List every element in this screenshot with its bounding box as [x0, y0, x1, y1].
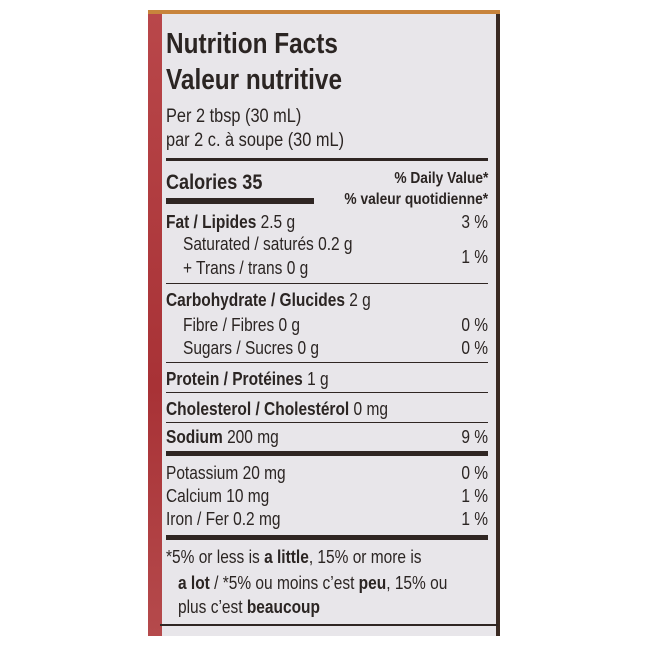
- nutrient-row-iron: Iron / Fer 0.2 mg: [166, 509, 281, 529]
- calories-bar: [166, 198, 314, 204]
- dv-saturated-trans: 1 %: [461, 247, 488, 267]
- divider-thick: [166, 451, 488, 456]
- footnote-line-3: plus c’est beaucoup: [178, 597, 320, 617]
- nutrient-row-sodium: Sodium 200 mg: [166, 427, 279, 447]
- divider: [166, 392, 488, 393]
- nutrient-row-fibre: Fibre / Fibres 0 g: [183, 315, 301, 335]
- nutrient-row-potassium: Potassium 20 mg: [166, 463, 286, 483]
- dv-calcium: 1 %: [461, 486, 488, 506]
- bottom-border: [160, 624, 498, 626]
- dv-fibre: 0 %: [461, 315, 488, 335]
- serving-size-en: Per 2 tbsp (30 mL): [166, 106, 302, 127]
- dv-fat: 3 %: [461, 212, 488, 232]
- nutrient-row-carbohydrate: Carbohydrate / Glucides 2 g: [166, 290, 371, 310]
- nutrient-row-trans: + Trans / trans 0 g: [183, 258, 309, 278]
- calories-row: Calories 35: [166, 171, 263, 194]
- nutrient-row-sugars: Sugars / Sucres 0 g: [183, 338, 319, 358]
- nutrient-row-calcium: Calcium 10 mg: [166, 486, 270, 506]
- daily-value-header-en: % Daily Value*: [393, 170, 488, 187]
- divider: [166, 158, 488, 161]
- nutrient-row-saturated: Saturated / saturés 0.2 g: [183, 234, 353, 254]
- dv-sugars: 0 %: [461, 338, 488, 358]
- nutrient-row-protein: Protein / Protéines 1 g: [166, 369, 329, 389]
- nutrition-facts-panel: [148, 14, 500, 636]
- footnote-line-1: *5% or less is a little, 15% or more is: [166, 547, 422, 567]
- nutrient-row-fat: Fat / Lipides 2.5 g: [166, 212, 296, 232]
- footnote-line-2: a lot / *5% ou moins c’est peu, 15% ou: [178, 573, 448, 593]
- nutrient-row-cholesterol: Cholesterol / Cholestérol 0 mg: [166, 399, 388, 419]
- divider: [166, 283, 488, 284]
- title-en: Nutrition Facts: [166, 28, 338, 60]
- title-fr: Valeur nutritive: [166, 64, 342, 96]
- divider: [166, 362, 488, 363]
- dv-iron: 1 %: [461, 509, 488, 529]
- serving-size-fr: par 2 c. à soupe (30 mL): [166, 130, 345, 151]
- divider-thick: [166, 535, 488, 540]
- package-red-edge: [148, 14, 162, 636]
- dv-potassium: 0 %: [461, 463, 488, 483]
- divider: [166, 422, 488, 423]
- dv-sodium: 9 %: [461, 427, 488, 447]
- daily-value-header-fr: % valeur quotidienne*: [344, 191, 488, 208]
